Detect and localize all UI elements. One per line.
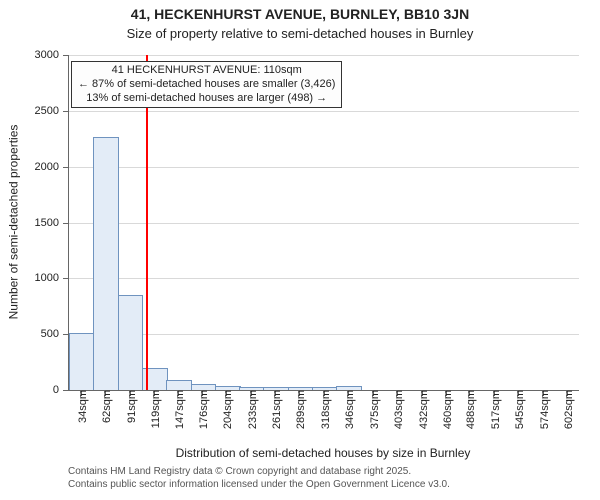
y-tick-label: 1500 (35, 217, 69, 229)
x-tick-label: 233sqm (243, 390, 259, 429)
x-tick-label: 261sqm (267, 390, 283, 429)
annotation-line: 13% of semi-detached houses are larger (… (78, 92, 335, 106)
x-tick-label: 91sqm (122, 390, 138, 423)
annotation-line: 41 HECKENHURST AVENUE: 110sqm (78, 64, 335, 78)
x-tick-label: 517sqm (486, 390, 502, 429)
x-tick-label: 318sqm (316, 390, 332, 429)
marker-annotation: 41 HECKENHURST AVENUE: 110sqm← 87% of se… (71, 61, 342, 108)
x-tick-label: 403sqm (389, 390, 405, 429)
x-tick-label: 545sqm (510, 390, 526, 429)
x-axis-label: Distribution of semi-detached houses by … (68, 446, 578, 460)
chart-container: 41, HECKENHURST AVENUE, BURNLEY, BB10 3J… (0, 0, 600, 500)
y-tick-label: 3000 (35, 49, 69, 61)
histogram-bar (191, 384, 217, 390)
plot-area: 05001000150020002500300034sqm62sqm91sqm1… (68, 55, 579, 391)
histogram-bar (166, 380, 192, 390)
footer-line: Contains HM Land Registry data © Crown c… (68, 466, 450, 479)
y-tick-label: 0 (53, 384, 69, 396)
footer-line: Contains public sector information licen… (68, 479, 450, 492)
histogram-bar (312, 387, 338, 390)
histogram-bar (93, 137, 119, 390)
histogram-bar (215, 386, 241, 390)
y-tick-label: 1000 (35, 272, 69, 284)
x-tick-label: 488sqm (461, 390, 477, 429)
x-tick-label: 62sqm (97, 390, 113, 423)
x-tick-label: 147sqm (170, 390, 186, 429)
x-tick-label: 346sqm (340, 390, 356, 429)
histogram-bar (288, 387, 314, 390)
chart-footer: Contains HM Land Registry data © Crown c… (68, 466, 450, 491)
x-tick-label: 289sqm (291, 390, 307, 429)
x-tick-label: 119sqm (146, 390, 162, 428)
histogram-bar (69, 333, 95, 390)
annotation-line: ← 87% of semi-detached houses are smalle… (78, 78, 335, 92)
x-tick-label: 204sqm (218, 390, 234, 429)
histogram-bar (263, 387, 289, 390)
x-tick-label: 460sqm (438, 390, 454, 429)
x-tick-label: 602sqm (559, 390, 575, 429)
x-tick-label: 574sqm (535, 390, 551, 429)
histogram-bar (239, 387, 265, 390)
x-tick-label: 375sqm (365, 390, 381, 429)
histogram-bar (336, 386, 362, 390)
x-tick-label: 34sqm (73, 390, 89, 423)
y-tick-label: 2500 (35, 105, 69, 117)
histogram-bar (118, 295, 144, 390)
x-tick-label: 176sqm (194, 390, 210, 429)
chart-title-sub: Size of property relative to semi-detach… (0, 26, 600, 41)
y-tick-label: 500 (41, 328, 69, 340)
x-tick-label: 432sqm (414, 390, 430, 429)
y-tick-label: 2000 (35, 161, 69, 173)
y-axis-label: Number of semi-detached properties (6, 54, 20, 389)
chart-title-main: 41, HECKENHURST AVENUE, BURNLEY, BB10 3J… (0, 6, 600, 22)
